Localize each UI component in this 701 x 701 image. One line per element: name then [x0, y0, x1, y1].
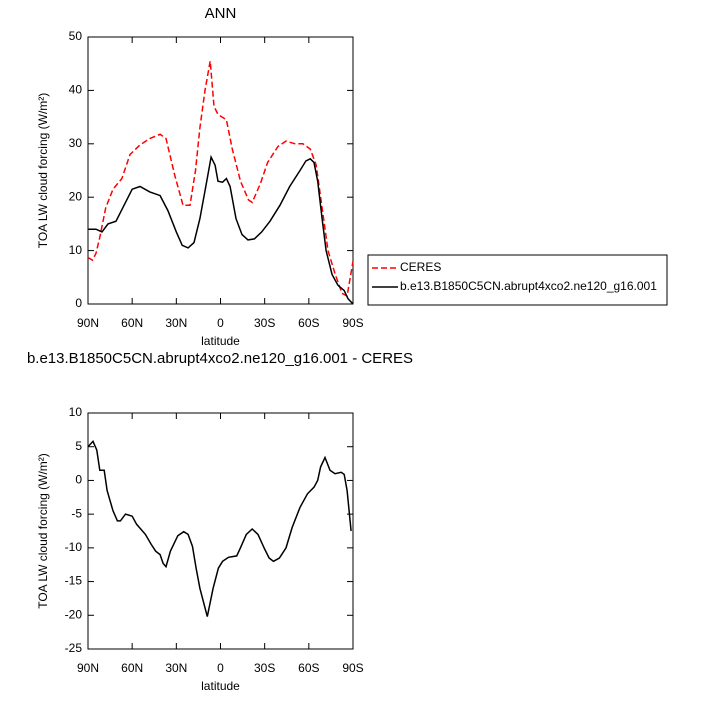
- x-tick-label: 90N: [77, 661, 99, 675]
- y-tick-label: -20: [65, 607, 83, 621]
- x-tick-label: 60N: [121, 661, 143, 675]
- x-tick-label: 30S: [254, 661, 275, 675]
- x-tick-label: 30S: [254, 316, 275, 330]
- y-tick-label: 10: [69, 405, 83, 419]
- x-tick-label: 90N: [77, 316, 99, 330]
- y-tick-label: 30: [69, 136, 83, 150]
- y-axis-label: TOA LW cloud forcing (W/m²): [36, 453, 50, 609]
- data-line: [87, 60, 354, 298]
- legend-box: [367, 254, 668, 306]
- x-tick-label: 90S: [342, 316, 363, 330]
- plot-frame: [87, 36, 354, 305]
- y-tick-label: 40: [69, 83, 83, 97]
- x-tick-label: 30N: [165, 661, 187, 675]
- x-axis-label: latitude: [201, 679, 240, 693]
- x-tick-label: 0: [217, 316, 224, 330]
- x-tick-label: 60S: [298, 316, 319, 330]
- y-tick-label: -10: [65, 540, 83, 554]
- chart-title: b.e13.B1850C5CN.abrupt4xco2.ne120_g16.00…: [27, 350, 413, 367]
- legend-label: b.e13.B1850C5CN.abrupt4xco2.ne120_g16.00…: [400, 279, 657, 293]
- x-tick-label: 60S: [298, 661, 319, 675]
- chart-title: ANN: [205, 5, 237, 22]
- y-tick-label: 5: [75, 439, 82, 453]
- x-tick-label: 90S: [342, 661, 363, 675]
- x-tick-label: 0: [217, 661, 224, 675]
- y-tick-label: -25: [65, 641, 83, 655]
- y-tick-label: -5: [71, 506, 82, 520]
- y-tick-label: 0: [75, 473, 82, 487]
- y-tick-label: 0: [75, 296, 82, 310]
- data-line: [87, 439, 352, 617]
- y-tick-label: 50: [69, 29, 83, 43]
- x-tick-label: 30N: [165, 316, 187, 330]
- x-tick-label: 60N: [121, 316, 143, 330]
- y-tick-label: 10: [69, 243, 83, 257]
- plot-frame: [87, 412, 354, 650]
- y-tick-label: 20: [69, 189, 83, 203]
- x-axis-label: latitude: [201, 334, 240, 348]
- y-tick-label: -15: [65, 574, 83, 588]
- y-axis-label: TOA LW cloud forcing (W/m²): [36, 93, 50, 249]
- data-line: [88, 154, 354, 305]
- legend-label: CERES: [400, 260, 441, 274]
